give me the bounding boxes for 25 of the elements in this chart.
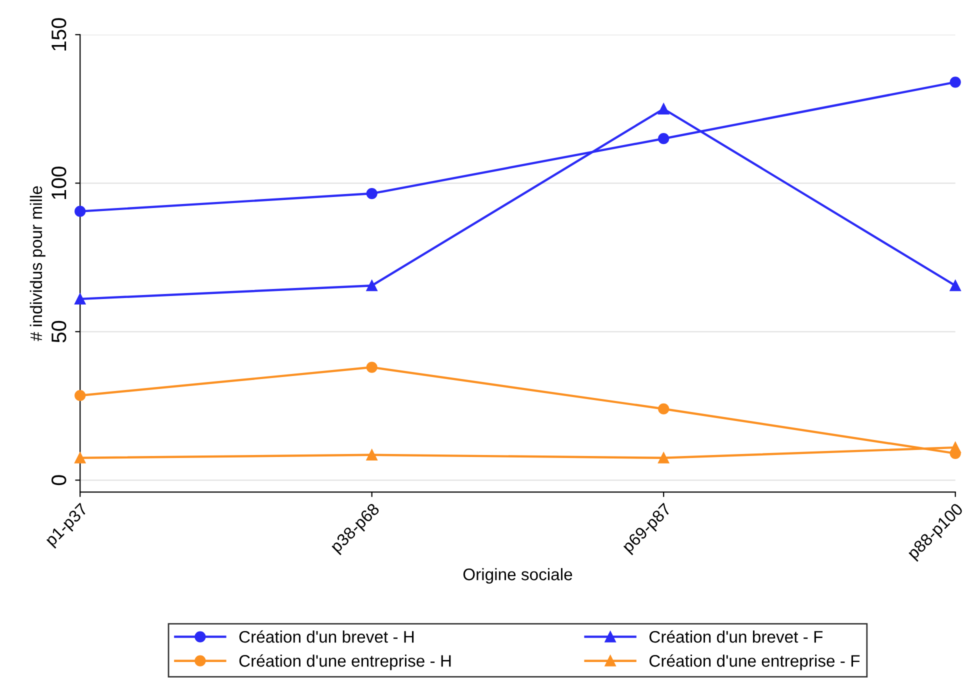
y-tick-label: 100 [52, 166, 66, 199]
y-tick-label: 150 [52, 18, 66, 50]
legend-label: Création d'un brevet - F [649, 630, 823, 643]
point [950, 76, 961, 88]
point [74, 293, 86, 305]
y-tick-label: 0 [52, 475, 66, 486]
x-axis-title: Origine sociale [463, 568, 572, 584]
point [950, 280, 961, 292]
point [658, 103, 670, 114]
point [658, 133, 670, 144]
legend-label: Création d'un brevet - H [239, 630, 414, 643]
point [366, 188, 378, 200]
point [366, 449, 378, 460]
point [658, 452, 670, 464]
point [366, 280, 378, 292]
point [366, 362, 378, 373]
y-tick-label: 50 [52, 320, 66, 342]
y-axis-title: # individus pour mille [30, 186, 46, 342]
legend-label: Création d'une entreprise - H [239, 654, 451, 670]
point [950, 442, 961, 454]
legend-label: Création d'une entreprise - F [649, 654, 860, 670]
point [74, 206, 86, 217]
point [74, 390, 86, 402]
point [74, 452, 86, 464]
point [658, 403, 670, 414]
